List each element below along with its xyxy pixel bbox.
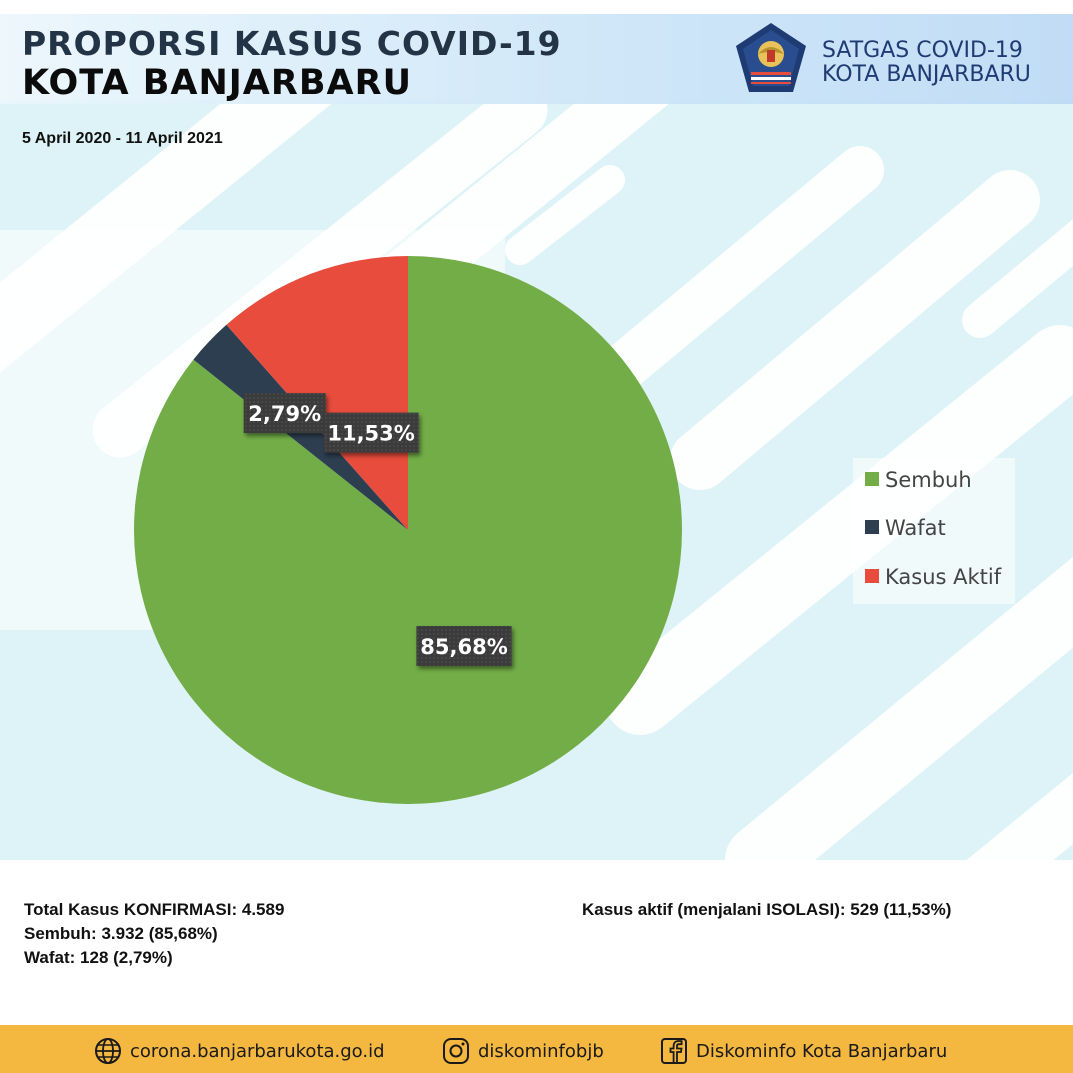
legend-label-wafat: Wafat <box>885 516 946 540</box>
stat-aktif: Kasus aktif (menjalani ISOLASI): 529 (11… <box>582 900 952 919</box>
org-name-line1: SATGAS COVID-19 <box>822 38 1023 63</box>
date-range: 5 April 2020 - 11 April 2021 <box>22 130 223 147</box>
footer-website[interactable]: corona.banjarbarukota.go.id <box>94 1037 385 1065</box>
footer-instagram[interactable]: diskominfobjb <box>442 1037 604 1065</box>
data-label-text: 85,68% <box>420 635 507 659</box>
page-title: PROPORSI KASUS COVID-19 <box>22 24 562 63</box>
legend-swatch-sembuh <box>865 472 879 486</box>
data-label-box <box>416 625 512 666</box>
data-label-text: 11,53% <box>327 422 414 446</box>
footer-instagram-text: diskominfobjb <box>478 1040 604 1062</box>
data-label-box <box>243 393 326 434</box>
legend-label-kasus-aktif: Kasus Aktif <box>885 565 1002 589</box>
page-subtitle: KOTA BANJARBARU <box>22 63 412 103</box>
legend-swatch-wafat <box>865 520 879 534</box>
stat-total: Total Kasus KONFIRMASI: 4.589 <box>24 900 285 919</box>
legend-label-sembuh: Sembuh <box>885 468 972 492</box>
data-label-text: 2,79% <box>248 402 321 426</box>
data-label-wafat: 2,79% <box>243 393 326 434</box>
globe-icon <box>95 1038 121 1064</box>
pie-chart: 85,68% 2,79%11,53% <box>133 256 683 804</box>
footer-facebook[interactable]: Diskominfo Kota Banjarbaru <box>660 1037 947 1065</box>
footer-bar: corona.banjarbarukota.go.id diskominfobj… <box>0 1025 1073 1073</box>
legend-item-kasus-aktif: Kasus Aktif <box>865 565 1001 589</box>
header-band <box>0 14 1073 104</box>
legend-item-sembuh: Sembuh <box>865 468 972 492</box>
facebook-icon <box>661 1038 687 1064</box>
chart-legend: Sembuh Wafat Kasus Aktif <box>853 458 1015 604</box>
data-label-box <box>323 412 419 453</box>
legend-item-wafat: Wafat <box>865 516 946 540</box>
data-label-sembuh: 85,68% <box>416 625 512 666</box>
footer-facebook-text: Diskominfo Kota Banjarbaru <box>696 1040 948 1062</box>
legend-swatch-kasus-aktif <box>865 569 879 583</box>
pie-slice-kasus-aktif <box>226 256 408 530</box>
stat-wafat: Wafat: 128 (2,79%) <box>24 948 173 967</box>
data-label-kasus-aktif: 11,53% <box>323 412 419 453</box>
satgas-emblem-icon <box>736 23 806 92</box>
instagram-icon <box>443 1038 469 1064</box>
stat-sembuh: Sembuh: 3.932 (85,68%) <box>24 924 218 943</box>
footer-website-text: corona.banjarbarukota.go.id <box>130 1040 385 1062</box>
org-name-line2: KOTA BANJARBARU <box>822 62 1031 87</box>
stats-summary: Total Kasus KONFIRMASI: 4.589 Sembuh: 3.… <box>24 898 284 970</box>
